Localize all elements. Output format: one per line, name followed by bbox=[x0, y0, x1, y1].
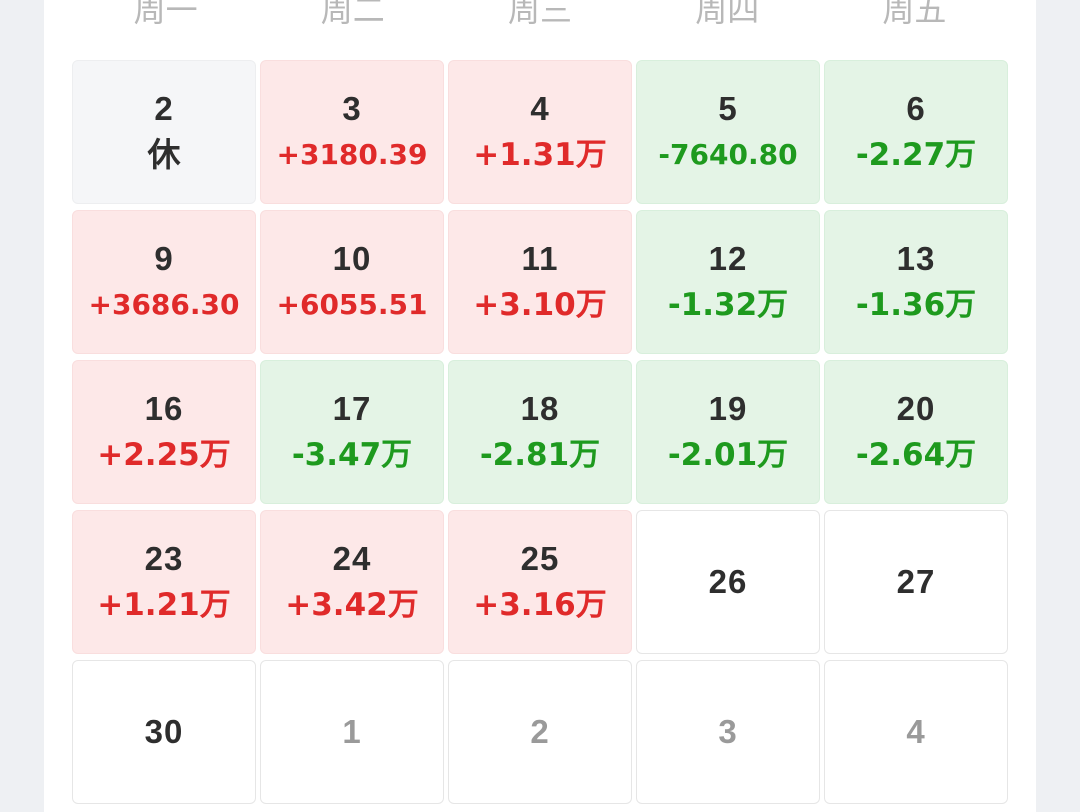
day-number: 12 bbox=[708, 240, 748, 277]
weekday-label: 周五 bbox=[882, 0, 947, 29]
day-number: 18 bbox=[520, 390, 560, 427]
pnl-value: -2.81万 bbox=[479, 437, 601, 473]
day-cell[interactable]: 25 +3.16万 bbox=[448, 510, 632, 654]
day-number: 2 bbox=[530, 713, 550, 750]
day-number: 13 bbox=[896, 240, 936, 277]
pnl-value: +1.31万 bbox=[473, 137, 607, 173]
day-cell[interactable]: 12 -1.32万 bbox=[636, 210, 820, 354]
weekday-header: 周一 周二 周三 周四 周五 bbox=[72, 0, 1008, 32]
day-number: 17 bbox=[332, 390, 372, 427]
day-cell[interactable]: 6 -2.27万 bbox=[824, 60, 1008, 204]
pnl-value: +6055.51 bbox=[276, 288, 428, 321]
day-cell[interactable]: 30 bbox=[72, 660, 256, 804]
day-number: 3 bbox=[718, 713, 738, 750]
day-number: 9 bbox=[154, 240, 174, 277]
day-cell[interactable]: 17 -3.47万 bbox=[260, 360, 444, 504]
pnl-value: +3.16万 bbox=[473, 587, 607, 623]
day-number: 27 bbox=[896, 563, 936, 600]
day-number: 20 bbox=[896, 390, 936, 427]
pnl-value: +3180.39 bbox=[276, 138, 428, 171]
day-number: 23 bbox=[144, 540, 184, 577]
day-number: 30 bbox=[144, 713, 184, 750]
pnl-value: +1.21万 bbox=[97, 587, 231, 623]
day-number: 4 bbox=[906, 713, 926, 750]
day-cell[interactable]: 9 +3686.30 bbox=[72, 210, 256, 354]
pnl-value: +3686.30 bbox=[88, 288, 240, 321]
pnl-value: +3.42万 bbox=[285, 587, 419, 623]
day-number: 6 bbox=[906, 90, 926, 127]
day-cell[interactable]: 20 -2.64万 bbox=[824, 360, 1008, 504]
day-cell[interactable]: 13 -1.36万 bbox=[824, 210, 1008, 354]
weekday-label: 周二 bbox=[320, 0, 385, 29]
pnl-value: -1.36万 bbox=[855, 287, 977, 323]
day-cell[interactable]: 3 +3180.39 bbox=[260, 60, 444, 204]
rest-day-label: 休 bbox=[147, 135, 181, 174]
day-cell[interactable]: 4 bbox=[824, 660, 1008, 804]
day-number: 19 bbox=[708, 390, 748, 427]
day-cell[interactable]: 24 +3.42万 bbox=[260, 510, 444, 654]
calendar-week-row: 30 1 2 3 4 bbox=[72, 660, 1012, 804]
day-number: 2 bbox=[154, 90, 174, 127]
day-cell[interactable]: 16 +2.25万 bbox=[72, 360, 256, 504]
calendar-week-row: 9 +3686.30 10 +6055.51 11 +3.10万 12 -1.32万 13 -1.… bbox=[72, 210, 1012, 354]
day-cell[interactable]: 27 bbox=[824, 510, 1008, 654]
day-number: 25 bbox=[520, 540, 560, 577]
pnl-value: +2.25万 bbox=[97, 437, 231, 473]
day-cell[interactable]: 5 -7640.80 bbox=[636, 60, 820, 204]
day-cell[interactable]: 2 bbox=[448, 660, 632, 804]
day-cell[interactable]: 26 bbox=[636, 510, 820, 654]
pnl-value: +3.10万 bbox=[473, 287, 607, 323]
day-number: 1 bbox=[342, 713, 362, 750]
weekday-label: 周四 bbox=[695, 0, 760, 29]
calendar-week-row: 16 +2.25万 17 -3.47万 18 -2.81万 19 -2.01万 20 -2.64万 bbox=[72, 360, 1012, 504]
weekday-label: 周三 bbox=[508, 0, 573, 29]
day-number: 24 bbox=[332, 540, 372, 577]
day-cell[interactable]: 1 bbox=[260, 660, 444, 804]
day-cell[interactable]: 18 -2.81万 bbox=[448, 360, 632, 504]
pnl-value: -7640.80 bbox=[658, 138, 798, 171]
pnl-value: -3.47万 bbox=[291, 437, 413, 473]
day-cell[interactable]: 4 +1.31万 bbox=[448, 60, 632, 204]
day-number: 5 bbox=[718, 90, 738, 127]
day-number: 26 bbox=[708, 563, 748, 600]
day-number: 4 bbox=[530, 90, 550, 127]
day-number: 11 bbox=[521, 240, 559, 277]
pnl-value: -2.27万 bbox=[855, 137, 977, 173]
day-cell[interactable]: 10 +6055.51 bbox=[260, 210, 444, 354]
pnl-value: -1.32万 bbox=[667, 287, 789, 323]
day-cell[interactable]: 23 +1.21万 bbox=[72, 510, 256, 654]
calendar-week-row: 23 +1.21万 24 +3.42万 25 +3.16万 26 27 bbox=[72, 510, 1012, 654]
day-number: 16 bbox=[144, 390, 184, 427]
day-number: 10 bbox=[332, 240, 372, 277]
calendar-week-row: 2 休 3 +3180.39 4 +1.31万 5 -7640.80 6 -2.27万 bbox=[72, 60, 1012, 204]
day-cell[interactable]: 3 bbox=[636, 660, 820, 804]
pnl-calendar-grid: 2 休 3 +3180.39 4 +1.31万 5 -7640.80 6 -2.27万 9 +3686… bbox=[72, 60, 1012, 810]
pnl-value: -2.64万 bbox=[855, 437, 977, 473]
day-number: 3 bbox=[342, 90, 362, 127]
weekday-label: 周一 bbox=[133, 0, 198, 29]
day-cell[interactable]: 19 -2.01万 bbox=[636, 360, 820, 504]
day-cell[interactable]: 11 +3.10万 bbox=[448, 210, 632, 354]
pnl-value: -2.01万 bbox=[667, 437, 789, 473]
